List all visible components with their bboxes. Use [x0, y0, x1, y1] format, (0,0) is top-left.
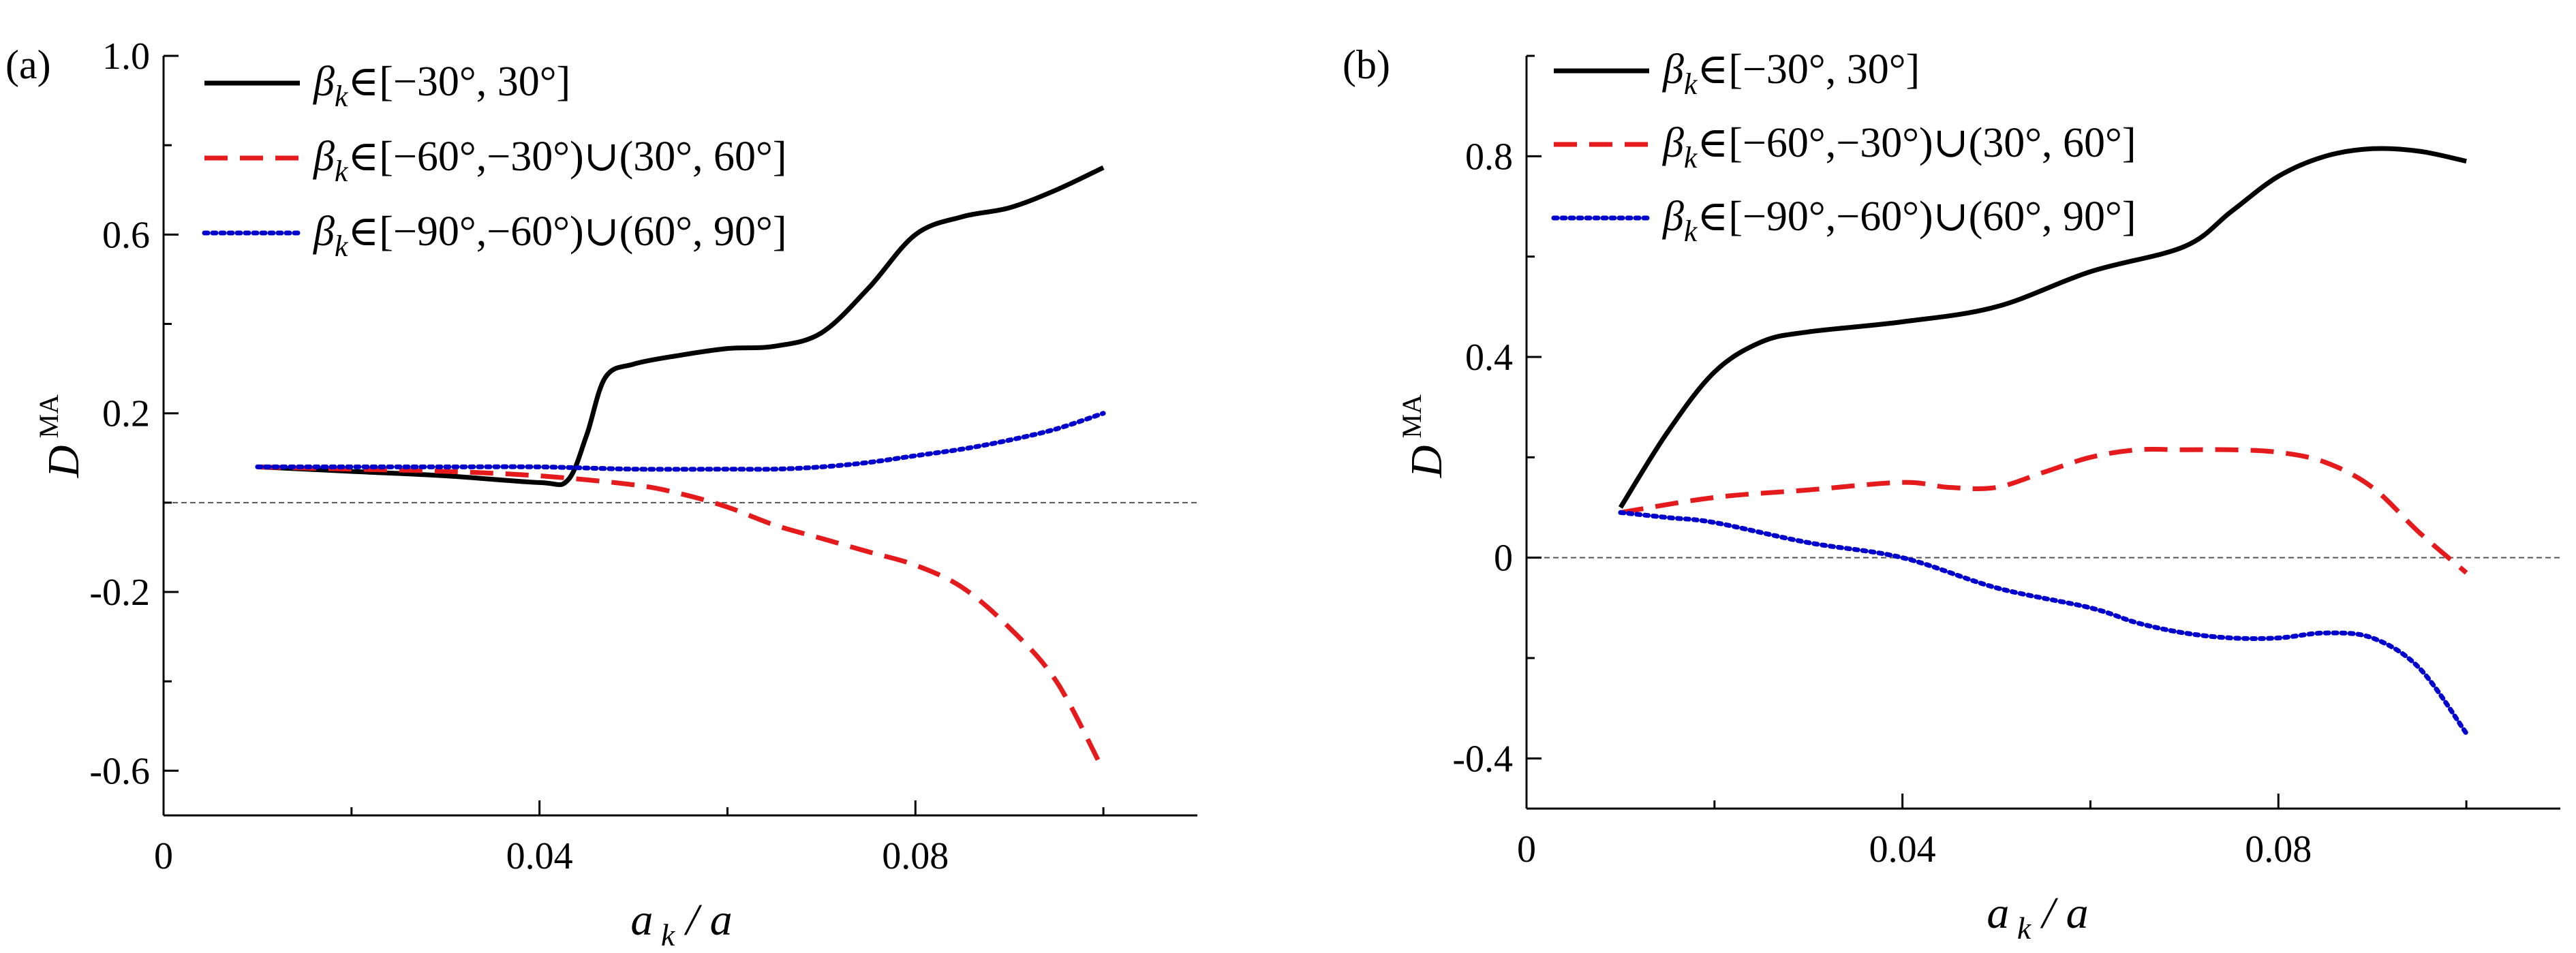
- y-tick-label: -0.6: [89, 750, 150, 792]
- panel-a: -0.6 -0.2 0.2 0.6 1.0 0 0.04 0.08 (a) a k / a D MA…: [5, 35, 1197, 952]
- x-tick-label: 0: [1517, 828, 1536, 871]
- y-tick-label: 0.8: [1465, 136, 1513, 178]
- y-tick-label: 1.0: [102, 35, 150, 78]
- x-tick-label: 0.04: [506, 835, 573, 877]
- series-line-dotted: [1618, 510, 2469, 736]
- x-tick-label: 0.04: [1869, 828, 1936, 871]
- y-tick-label: 0.2: [102, 393, 150, 435]
- series-line-solid: [1618, 146, 2467, 509]
- y-axis-title: D MA: [33, 394, 89, 478]
- series-line-dotted: [255, 411, 1106, 472]
- y-tick-label: -0.2: [89, 572, 150, 614]
- x-axis-title: a k / a: [630, 895, 732, 952]
- legend-label: βk∈[−60°,−30°)∪(30°, 60°]: [1662, 120, 2136, 174]
- y-tick-label: 0.6: [102, 214, 150, 256]
- panel-label: (b): [1343, 42, 1390, 87]
- x-tick-label: 0.08: [882, 835, 949, 877]
- series-line-dashed: [257, 464, 1106, 772]
- legend-label: βk∈[−30°, 30°]: [1662, 46, 1920, 101]
- series-line-solid: [257, 165, 1105, 487]
- legend-label: βk∈[−90°,−60°)∪(60°, 90°]: [313, 208, 786, 263]
- y-tick-label: -0.4: [1452, 738, 1513, 780]
- y-tick-label: 0: [1494, 537, 1513, 580]
- series-line-dashed: [1620, 446, 2468, 575]
- x-tick-label: 0: [154, 835, 173, 877]
- legend-label: βk∈[−30°, 30°]: [313, 59, 570, 113]
- legend-label: βk∈[−60°,−30°)∪(30°, 60°]: [313, 134, 786, 188]
- legend-label: βk∈[−90°,−60°)∪(60°, 90°]: [1662, 193, 2136, 248]
- y-tick-label: 0.4: [1465, 337, 1513, 379]
- x-tick-label: 0.08: [2245, 828, 2312, 871]
- panel-label: (a): [5, 42, 51, 87]
- panel-b: -0.4 0 0.4 0.8 0 0.04 0.08 (b) a k / a D MA βk∈[−3…: [1343, 42, 2560, 946]
- x-axis-title: a k / a: [1987, 888, 2088, 946]
- y-axis-title: D MA: [1396, 394, 1452, 478]
